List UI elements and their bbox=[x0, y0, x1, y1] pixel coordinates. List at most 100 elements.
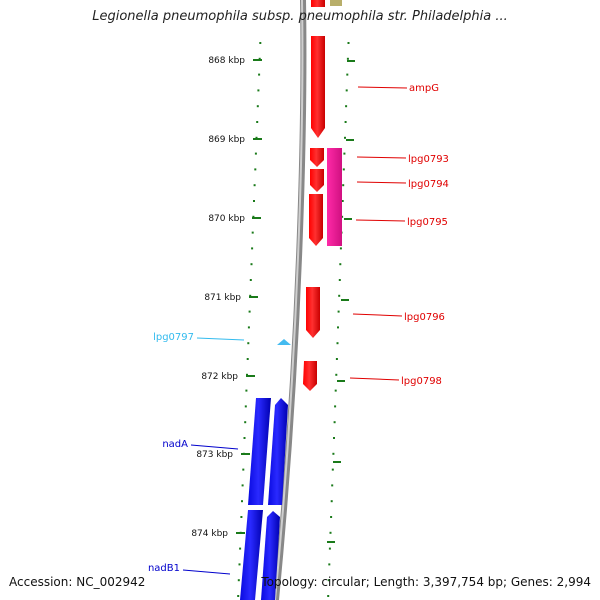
minor-tick-left bbox=[255, 136, 258, 139]
minor-tick-right bbox=[328, 563, 331, 566]
minor-tick-right bbox=[333, 421, 336, 424]
minor-tick-left bbox=[258, 73, 261, 76]
minor-tick-left bbox=[244, 405, 247, 408]
minor-tick-left bbox=[251, 231, 254, 234]
minor-tick-right bbox=[335, 358, 338, 360]
minor-tick-left bbox=[241, 484, 244, 487]
callout-lpg0798: lpg0798 bbox=[349, 376, 442, 387]
minor-tick-right bbox=[333, 437, 335, 439]
minor-tick-left bbox=[258, 57, 261, 60]
minor-tick-left bbox=[250, 263, 253, 266]
minor-tick-right bbox=[327, 595, 330, 597]
gene-lpg0797[interactable] bbox=[277, 339, 291, 345]
genome-backbone bbox=[273, 0, 307, 600]
map-title: Legionella pneumophila subsp. pneumophil… bbox=[92, 9, 508, 24]
minor-tick-left bbox=[253, 200, 255, 202]
callout-lpg0797: lpg0797 bbox=[153, 332, 245, 343]
minor-tick-right bbox=[347, 42, 350, 44]
minor-tick-right bbox=[339, 247, 342, 250]
minor-tick-left bbox=[247, 326, 250, 329]
minor-tick-right bbox=[341, 215, 344, 218]
gene-lpg0793[interactable] bbox=[310, 148, 324, 167]
minor-tick-left bbox=[246, 358, 249, 360]
callout-nadA: nadA bbox=[162, 439, 239, 450]
gene-partial-top-olive bbox=[330, 0, 342, 6]
minor-tick-left bbox=[238, 563, 241, 566]
minor-tick-left bbox=[252, 215, 255, 218]
ruler-870: 870 kbp bbox=[208, 214, 352, 224]
minor-tick-right bbox=[336, 342, 339, 345]
gene-nadB1-2[interactable] bbox=[261, 511, 280, 600]
gene-lpg0798[interactable] bbox=[303, 361, 317, 391]
minor-tick-right bbox=[338, 279, 341, 281]
minor-tick-right bbox=[337, 310, 340, 313]
ruler-874: 874 kbp bbox=[191, 529, 335, 543]
minor-tick-right bbox=[344, 121, 347, 123]
minor-tick-right bbox=[342, 184, 345, 187]
minor-tick-left bbox=[254, 168, 257, 171]
minor-tick-left bbox=[242, 468, 245, 471]
label-lpg0797: lpg0797 bbox=[153, 332, 194, 343]
ruler-label-869: 869 kbp bbox=[208, 135, 245, 145]
genome-backbone-highlight bbox=[274, 0, 304, 600]
label-nadA: nadA bbox=[162, 439, 188, 450]
minor-tick-left bbox=[254, 152, 257, 155]
ruler-872: 872 kbp bbox=[201, 372, 345, 382]
minor-tick-left bbox=[243, 437, 246, 439]
minor-tick-left bbox=[251, 247, 254, 250]
minor-tick-left bbox=[239, 547, 242, 550]
minor-tick-left bbox=[259, 42, 262, 44]
genome-summary: Topology: circular; Length: 3,397,754 bp… bbox=[261, 575, 591, 589]
minor-tick-right bbox=[331, 468, 334, 471]
minor-tick-left bbox=[257, 89, 260, 92]
gene-lpg0796[interactable] bbox=[306, 287, 320, 338]
minor-tick-right bbox=[343, 152, 346, 155]
minor-tick-left bbox=[237, 579, 240, 582]
gene-nadA-2[interactable] bbox=[268, 398, 288, 505]
label-lpg0794: lpg0794 bbox=[408, 179, 449, 190]
minor-tick-right bbox=[334, 389, 337, 392]
callout-lpg0794: lpg0794 bbox=[356, 179, 449, 190]
minor-tick-left bbox=[256, 105, 259, 108]
label-lpg0798: lpg0798 bbox=[401, 376, 442, 387]
minor-tick-left bbox=[253, 184, 256, 187]
gene-lpg0794[interactable] bbox=[310, 169, 324, 192]
minor-tick-right bbox=[345, 89, 348, 92]
minor-tick-left bbox=[249, 294, 252, 297]
ruler-label-872: 872 kbp bbox=[201, 372, 238, 382]
minor-tick-right bbox=[338, 294, 341, 297]
minor-tick-left bbox=[246, 373, 248, 376]
minor-tick-left bbox=[241, 500, 243, 503]
callout-lpg0796: lpg0796 bbox=[352, 312, 445, 323]
minor-tick-right bbox=[329, 531, 332, 534]
ruler-label-873: 873 kbp bbox=[196, 450, 233, 460]
minor-tick-right bbox=[330, 516, 333, 518]
minor-tick-left bbox=[256, 121, 259, 123]
minor-tick-right bbox=[335, 373, 338, 376]
gene-lpg0795[interactable] bbox=[309, 194, 323, 246]
gene-ampG[interactable] bbox=[311, 36, 325, 138]
gene-nadA[interactable] bbox=[248, 398, 271, 505]
minor-tick-right bbox=[339, 263, 342, 266]
minor-tick-right bbox=[330, 500, 333, 503]
minor-tick-left bbox=[237, 595, 240, 597]
feature-lpg0795-other[interactable] bbox=[327, 148, 342, 246]
minor-tick-right bbox=[344, 136, 346, 139]
label-ampG: ampG bbox=[409, 83, 439, 94]
label-lpg0796: lpg0796 bbox=[404, 312, 445, 323]
minor-tick-right bbox=[331, 484, 334, 487]
callout-nadB1: nadB1 bbox=[148, 563, 231, 575]
callout-ampG: ampG bbox=[357, 83, 439, 94]
minor-tick-right bbox=[341, 200, 344, 202]
ruler-label-870: 870 kbp bbox=[208, 214, 245, 224]
accession-label: Accession: NC_002942 bbox=[9, 575, 146, 589]
ruler-label-874: 874 kbp bbox=[191, 529, 228, 539]
gene-nadB1[interactable] bbox=[240, 510, 263, 600]
minor-tick-right bbox=[337, 326, 339, 329]
minor-tick-right bbox=[332, 452, 335, 455]
minor-tick-left bbox=[245, 389, 248, 392]
minor-tick-right bbox=[334, 405, 337, 408]
ruler-label-871: 871 kbp bbox=[204, 293, 241, 303]
ruler-868: 868 kbp bbox=[208, 56, 355, 66]
minor-tick-left bbox=[240, 516, 243, 518]
